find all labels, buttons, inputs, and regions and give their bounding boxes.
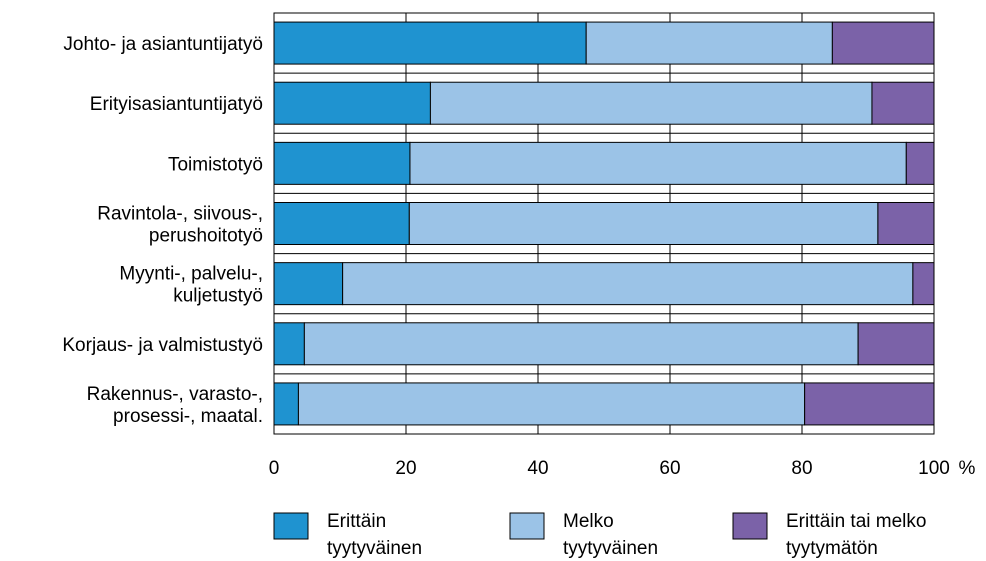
legend-label-0: Erittäin tyytyväinen [327,511,422,559]
bar-segment-s1-c2 [409,141,907,185]
category-label: Korjaus- ja valmistustyö [62,335,263,356]
legend-label-2: Erittäin tai melko tyytymätön [786,511,926,559]
x-tick-label-100: 100 [918,458,950,479]
category-label: Johto- ja asiantuntijatyö [63,34,263,55]
category-label: Toimistotyö [168,154,263,175]
category-labels: Johto- ja asiantuntijatyö Erityisasiantun… [62,34,263,427]
x-unit-label: % [959,458,976,479]
legend-swatch-1 [509,512,545,540]
bar-segment-s1-c0 [585,21,833,65]
bar-segment-s1-c1 [429,81,873,125]
x-tick-label-80: 80 [791,458,812,479]
bar-segment-s2-c1 [871,81,935,125]
category-label: Ravintola-, siivous-, perushoitotyö [97,204,263,247]
bar-segment-s2-c0 [831,21,935,65]
bar-segment-s0-c6 [273,382,299,426]
x-tick-label-0: 0 [269,458,280,479]
category-label: Myynti-, palvelu-, kuljetustyö [119,264,263,307]
bar-segment-s2-c5 [857,322,935,366]
bar-segment-s0-c4 [273,262,344,306]
bar-segment-s2-c2 [905,141,935,185]
x-tick-label-40: 40 [527,458,548,479]
bars [273,21,935,426]
bar-segment-s1-c4 [342,262,914,306]
bar-segment-s1-c6 [297,382,806,426]
x-tick-label-60: 60 [659,458,680,479]
plot-frame [273,12,935,435]
bar-segment-s0-c1 [273,81,431,125]
bar-segment-s0-c5 [273,322,305,366]
bar-segment-s2-c4 [912,262,935,306]
legend-label-1: Melko tyytyväinen [563,511,658,559]
bar-segment-s0-c2 [273,141,411,185]
bar-segment-s0-c3 [273,202,410,245]
x-tick-label-20: 20 [395,458,416,479]
category-label: Erityisasiantuntijatyö [90,94,263,115]
legend-swatch-2 [732,512,768,540]
bar-segment-s0-c0 [273,21,587,65]
bar-segment-s1-c5 [303,322,859,366]
bar-segment-s2-c6 [804,382,935,426]
bar-segment-s1-c3 [408,202,879,245]
legend-swatch-0 [273,512,309,540]
x-axis-ticks: 0 20 40 60 80 100% [269,458,976,479]
plot-border [273,12,935,435]
bar-segment-s2-c3 [877,202,935,245]
legend: Erittäin tyytyväinen Melko tyytyväinen Eritt… [273,511,926,559]
category-label: Rakennus-, varasto-, prosessi-, maatal. [87,384,263,427]
